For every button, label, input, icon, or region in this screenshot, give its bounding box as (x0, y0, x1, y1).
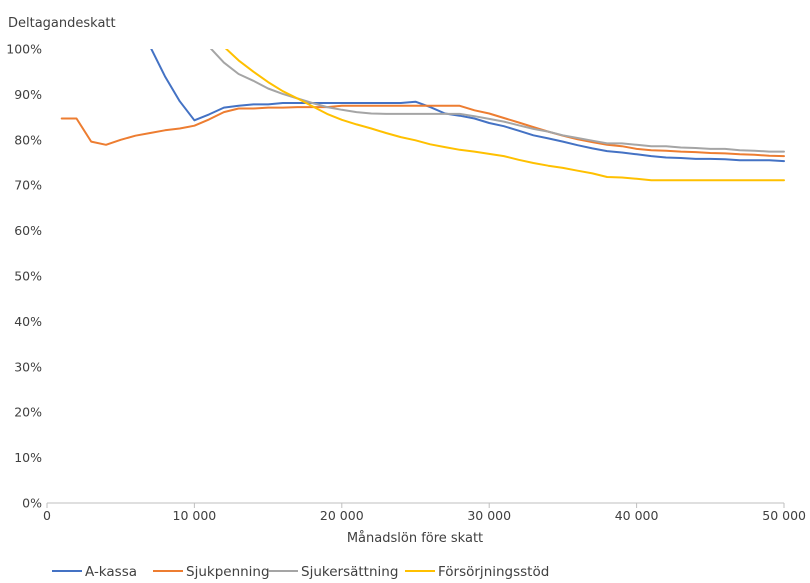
y-tick-label: 60% (14, 223, 42, 238)
x-axis-title: Månadslön före skatt (347, 531, 483, 546)
x-axis-ticks: 0 10 000 20 000 30 000 40 000 50 000 (43, 503, 806, 523)
y-tick-label: 30% (14, 359, 42, 374)
x-tick-label: 40 000 (615, 508, 659, 523)
legend: A-kassa Sjukpenning Sjukersättning Försörjn… (52, 564, 549, 580)
y-tick-label: 80% (14, 132, 42, 147)
legend-label: A-kassa (85, 564, 137, 579)
series-layer (60, 49, 785, 182)
x-tick-label: 30 000 (467, 508, 511, 523)
series-line-sjukpenning (60, 104, 785, 158)
y-tick-label: 0% (22, 496, 42, 511)
y-tick-label: 40% (14, 314, 42, 329)
legend-label: Försörjningsstöd (438, 564, 549, 579)
series-line-forsorjningsstod (224, 49, 785, 182)
series-line-a-kassa (150, 49, 785, 163)
y-tick-label: 70% (14, 178, 42, 193)
y-axis-ticks: 0% 10% 20% 30% 40% 50% 60% 70% 80% 90% 100% (6, 42, 42, 511)
y-tick-label: 90% (14, 87, 42, 102)
y-axis-title: Deltagandeskatt (8, 16, 116, 31)
y-tick-label: 10% (14, 450, 42, 465)
legend-label: Sjukersättning (301, 564, 398, 579)
x-tick-label: 50 000 (762, 508, 806, 523)
series-line-sjukersattning (209, 49, 785, 153)
y-tick-label: 100% (6, 42, 42, 57)
x-tick-label: 0 (43, 508, 51, 523)
y-tick-label: 20% (14, 405, 42, 420)
x-tick-label: 10 000 (173, 508, 217, 523)
y-tick-label: 50% (14, 269, 42, 284)
legend-label: Sjukpenning (186, 564, 270, 579)
x-tick-label: 20 000 (320, 508, 364, 523)
